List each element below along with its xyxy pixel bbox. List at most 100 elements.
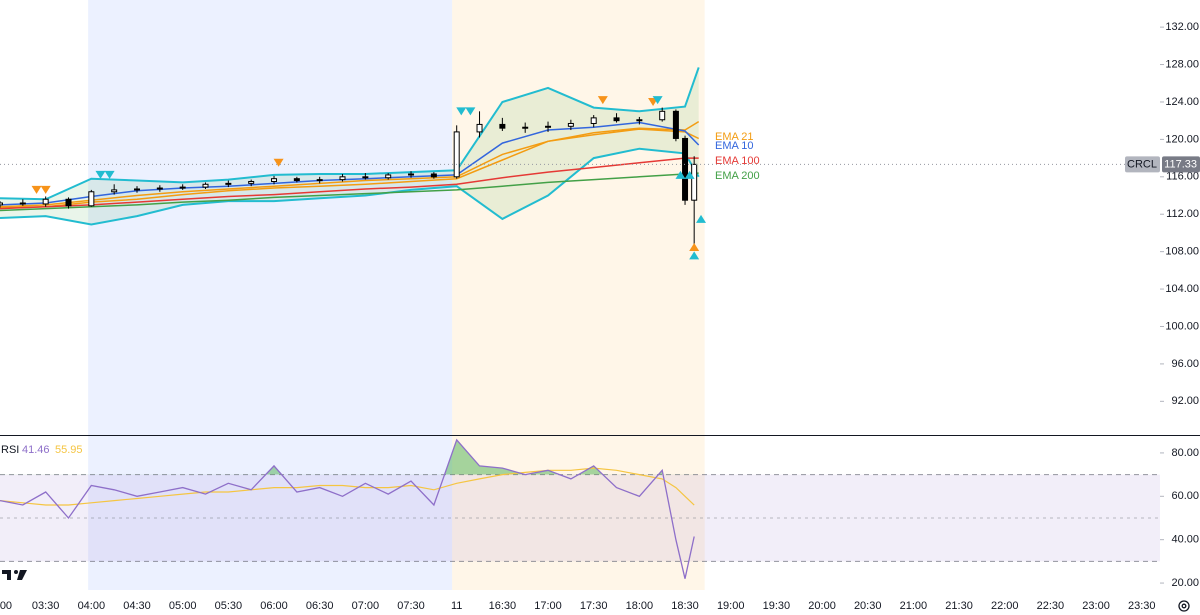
x-tick-label: 04:30 [123, 600, 151, 612]
price-tag [1162, 156, 1200, 173]
legend-label: EMA 200 [715, 170, 760, 182]
x-tick-label: 00 [0, 600, 12, 612]
candle-body [430, 173, 437, 178]
signal-marker [465, 107, 476, 116]
candle-body [499, 123, 506, 129]
signal-marker [684, 170, 695, 179]
signal-marker [95, 170, 106, 179]
x-tick-label: 21:00 [900, 600, 928, 612]
candle-body [659, 110, 666, 121]
x-tick-label: 07:30 [397, 600, 425, 612]
candle-body [19, 202, 26, 205]
settings-icon[interactable] [1178, 600, 1190, 612]
y-tick-label: 124.00 [1165, 96, 1199, 108]
candle-body [453, 131, 460, 178]
rsi-band-fill [0, 474, 1160, 562]
logo [2, 570, 27, 580]
rsi-line [0, 467, 695, 506]
x-tick-label: 23:30 [1128, 600, 1156, 612]
candle-body [0, 202, 3, 206]
candle-body [691, 163, 698, 201]
signal-marker [456, 107, 467, 116]
rsi-line [0, 438, 695, 579]
legend-label: EMA 100 [715, 155, 760, 167]
signal-marker [31, 185, 42, 194]
price-tag-label: 117.33 [1164, 158, 1197, 170]
x-tick-label: 22:30 [1037, 600, 1065, 612]
candle-body [111, 189, 118, 193]
x-tick-label: 05:00 [169, 600, 197, 612]
rsi-title: RSI [1, 444, 19, 456]
candle-body [134, 188, 141, 191]
candle-body [636, 119, 643, 122]
x-tick-label: 06:30 [306, 600, 334, 612]
signal-marker [273, 158, 284, 167]
y-tick-label: 120.00 [1165, 133, 1199, 145]
y-tick-label: 96.00 [1171, 358, 1199, 370]
signal-marker [689, 242, 700, 251]
x-tick-label: 22:00 [991, 600, 1019, 612]
ema-line [0, 128, 700, 208]
y-tick-label: 112.00 [1166, 208, 1199, 220]
candle-body [567, 122, 574, 127]
legend-label: EMA 21 [715, 131, 754, 143]
candle-body [408, 173, 415, 176]
signal-marker [104, 170, 115, 179]
x-tick-label: 18:30 [671, 600, 699, 612]
y-tick-label: 132.00 [1165, 21, 1199, 33]
y-tick-label: 104.00 [1165, 283, 1199, 295]
y-tick-label: 20.00 [1171, 577, 1199, 589]
candle-body [42, 198, 49, 205]
x-tick-label: 04:00 [78, 600, 106, 612]
signal-marker [675, 170, 686, 179]
candle-body [339, 176, 346, 181]
candle-body [271, 178, 278, 182]
bollinger-lower [0, 147, 700, 226]
y-tick-label: 92.00 [1171, 395, 1199, 407]
bollinger-basis [0, 120, 700, 209]
x-tick-label: 16:30 [489, 600, 517, 612]
y-tick-label: 108.00 [1165, 246, 1199, 258]
x-tick-label: 07:00 [352, 600, 380, 612]
candle-body [316, 179, 323, 182]
symbol-label: CRCL [1127, 158, 1157, 170]
candle-body [522, 126, 529, 129]
candle-body [613, 117, 620, 122]
y-tick-label: 80.00 [1171, 447, 1199, 459]
candle-body [202, 183, 209, 188]
x-tick-label: 19:00 [717, 600, 745, 612]
x-tick-label: 05:30 [215, 600, 243, 612]
symbol-tag [1125, 156, 1160, 173]
y-tick-label: 100.00 [1165, 320, 1199, 332]
signal-marker [40, 185, 51, 194]
candle-body [672, 110, 679, 139]
legend-label: EMA 10 [715, 140, 754, 152]
y-tick-label: 40.00 [1171, 534, 1199, 546]
candle-body [545, 125, 552, 128]
candle-body [682, 137, 689, 201]
candle-body [156, 187, 163, 190]
ema-line [0, 172, 699, 212]
x-tick-label: 11 [451, 600, 462, 612]
candle-body [476, 123, 483, 133]
y-tick-label: 116.00 [1166, 171, 1199, 183]
candle-body [65, 198, 72, 207]
y-tick-label: 128.00 [1165, 58, 1199, 70]
signal-marker [652, 96, 663, 105]
candle-body [248, 180, 255, 184]
session-background [452, 0, 705, 590]
candle-body [385, 174, 392, 179]
x-tick-label: 21:30 [945, 600, 973, 612]
candle-body [293, 178, 300, 182]
candle-body [179, 186, 186, 189]
x-tick-label: 20:00 [808, 600, 836, 612]
rsi-value: 41.46 [22, 444, 50, 456]
x-tick-label: 19:30 [763, 600, 791, 612]
bollinger-fill [0, 67, 699, 225]
signal-marker [597, 96, 608, 105]
candle-body [362, 176, 369, 179]
candle-body [88, 191, 95, 207]
ema-line [0, 157, 699, 210]
